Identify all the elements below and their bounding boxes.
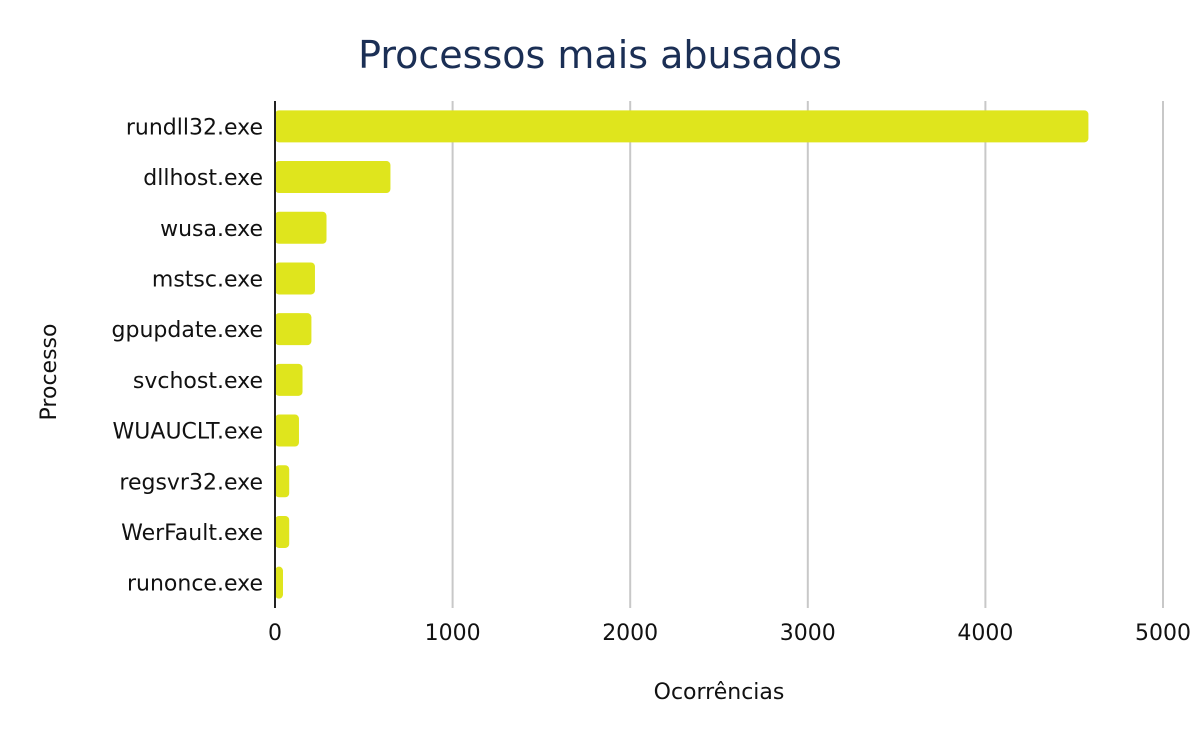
y-tick-label-werfault-exe: WerFault.exe [121,521,263,546]
bar-gpupdate-exe[interactable] [275,313,312,346]
bar-werfault-exe[interactable] [275,515,290,548]
y-tick-label-wuauclt-exe: WUAUCLT.exe [113,420,263,445]
y-tick-label-runonce-exe: runonce.exe [127,572,263,597]
bar-wuauclt-exe[interactable] [275,414,299,447]
bar-runonce-exe[interactable] [275,566,283,599]
y-tick-label-svchost-exe: svchost.exe [133,369,263,394]
bar-svchost-exe[interactable] [275,363,303,396]
x-tick-labels: 0 1000 2000 3000 4000 5000 [268,621,1191,646]
bar-rundll32-exe[interactable] [275,110,1089,143]
bar-wusa-exe[interactable] [275,211,327,244]
x-axis-title: Ocorrências [654,680,785,705]
y-tick-label-wusa-exe: wusa.exe [160,217,263,242]
y-tick-labels: rundll32.exe dllhost.exe wusa.exe mstsc.exe… [112,115,263,596]
bars-layer [275,110,1089,599]
y-tick-label-dllhost-exe: dllhost.exe [143,166,263,191]
bar-dllhost-exe[interactable] [275,161,391,194]
y-tick-label-rundll32-exe: rundll32.exe [126,115,263,140]
x-tick-label-0: 0 [268,621,282,646]
grid-layer [451,101,1164,608]
bar-regsvr32-exe[interactable] [275,465,290,498]
bar-mstsc-exe[interactable] [275,262,315,295]
x-tick-label-2000: 2000 [602,621,658,646]
x-tick-label-1000: 1000 [425,621,481,646]
y-tick-label-mstsc-exe: mstsc.exe [152,267,263,292]
y-axis-title: Processo [37,324,62,421]
x-tick-label-5000: 5000 [1135,621,1191,646]
chart-title: Processos mais abusados [358,33,842,77]
x-tick-label-3000: 3000 [780,621,836,646]
y-tick-label-regsvr32-exe: regsvr32.exe [119,470,263,495]
x-tick-label-4000: 4000 [957,621,1013,646]
y-tick-label-gpupdate-exe: gpupdate.exe [112,318,263,343]
